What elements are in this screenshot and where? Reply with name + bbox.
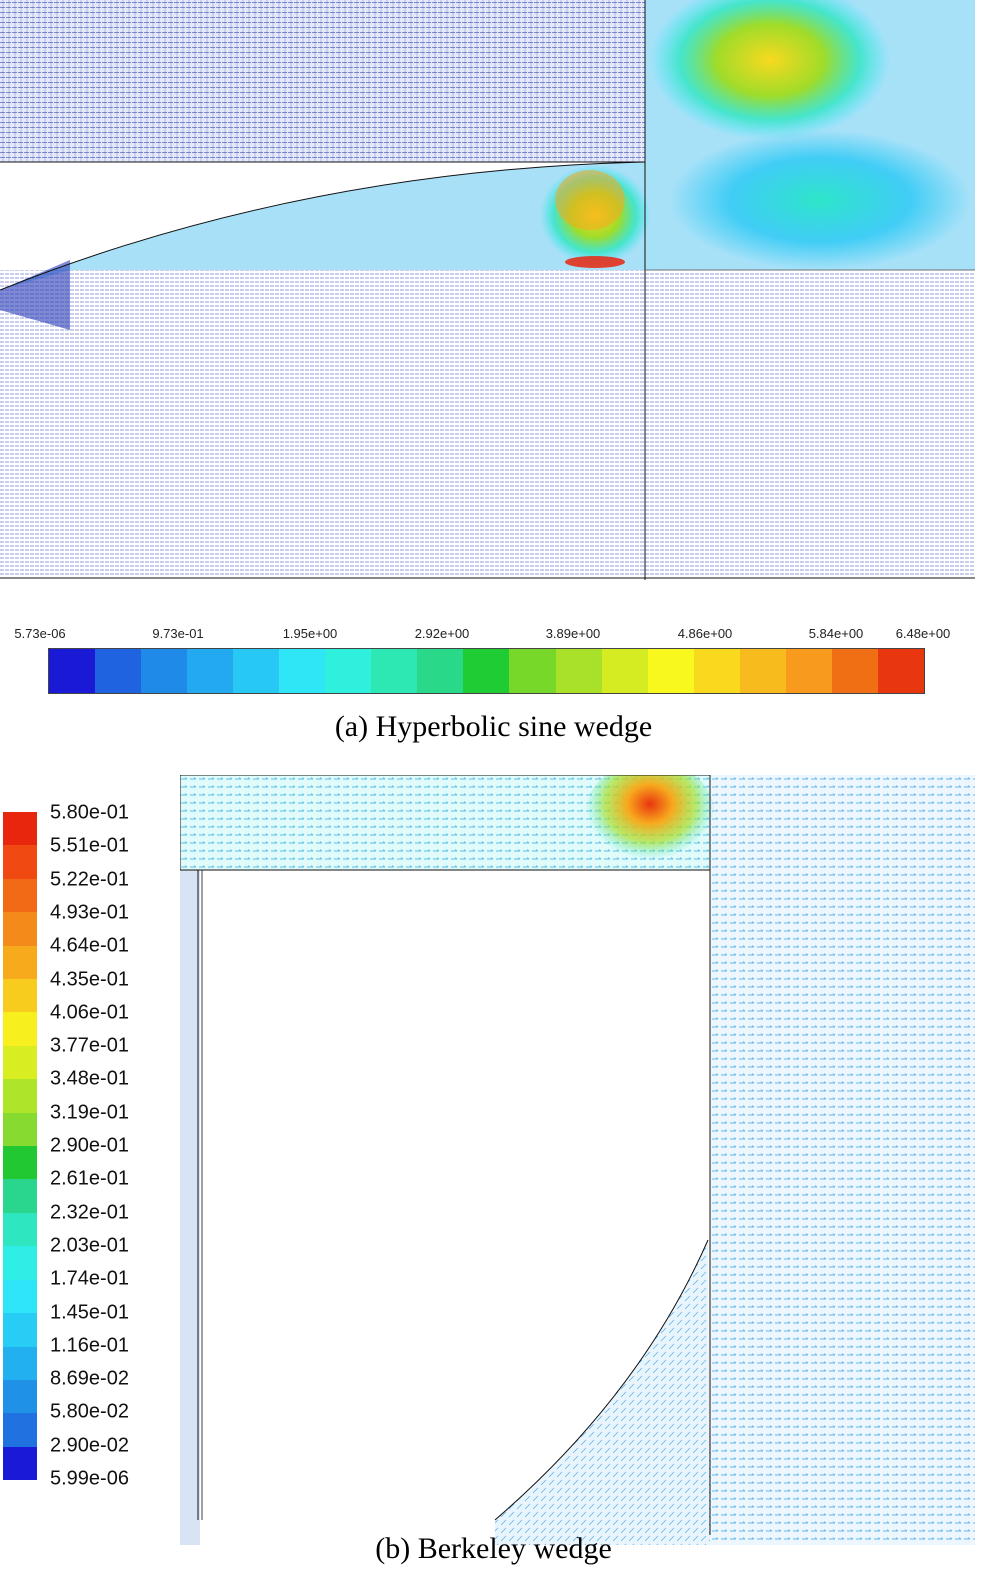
vector-field-panel-a: [0, 0, 975, 580]
colorbar-b-swatch: [3, 979, 37, 1013]
colorbar-b-tick: 5.22e-01: [50, 868, 129, 891]
vector-field-panel-b: [180, 775, 975, 1545]
colorbar-b-swatch: [3, 878, 37, 913]
colorbar-b-tick: 2.90e-01: [50, 1134, 129, 1157]
colorbar-a: [48, 648, 925, 694]
colorbar-b-swatch: [3, 1446, 37, 1481]
colorbar-b-tick: 5.99e-06: [50, 1467, 129, 1490]
colorbar-b-tick: 3.48e-01: [50, 1067, 129, 1090]
caption-a: (a) Hyperbolic sine wedge: [334, 710, 653, 743]
colorbar-a-tick: 9.73e-01: [152, 626, 204, 641]
colorbar-b-tick: 8.69e-02: [50, 1367, 129, 1390]
colorbar-b-swatch: [3, 1313, 37, 1347]
vector-field-b-svg: [180, 775, 975, 1545]
colorbar-b-tick: 3.19e-01: [50, 1101, 129, 1124]
colorbar-b-swatch: [3, 812, 37, 846]
colorbar-a-tick: 5.84e+00: [808, 626, 864, 641]
caption-b: (b) Berkeley wedge: [375, 1532, 612, 1565]
colorbar-b-swatch: [3, 1179, 37, 1213]
colorbar-a-tick: 3.89e+00: [545, 626, 601, 641]
colorbar-b-tick: 4.35e-01: [50, 968, 129, 990]
colorbar-b-tick: 3.77e-01: [50, 1034, 129, 1057]
colorbar-a-swatch: [785, 649, 832, 693]
colorbar-b-swatch: [3, 1112, 37, 1147]
colorbar-b-swatch: [3, 1246, 37, 1280]
colorbar-b-tick: 5.80e-02: [50, 1400, 129, 1423]
colorbar-a-swatch: [233, 649, 280, 693]
colorbar-b-tick: 1.74e-01: [50, 1267, 129, 1290]
colorbar-b-swatch: [3, 912, 37, 946]
colorbar-b-swatch: [3, 1212, 37, 1247]
colorbar-a-swatch: [463, 649, 510, 693]
colorbar-a-swatch: [371, 649, 418, 693]
colorbar-a-swatch: [141, 649, 188, 693]
colorbar-a-swatch: [601, 649, 648, 693]
colorbar-a-swatch: [877, 649, 924, 693]
colorbar-a-swatch: [325, 649, 372, 693]
colorbar-b-swatch: [3, 845, 37, 879]
colorbar-a-swatch: [95, 649, 142, 693]
colorbar-a-swatch: [279, 649, 326, 693]
colorbar-a-tick: 1.95e+00: [282, 626, 338, 641]
colorbar-a-swatch: [187, 649, 234, 693]
colorbar-b-tick: 2.32e-01: [50, 1201, 129, 1224]
colorbar-b-tick: 4.64e-01: [50, 934, 129, 957]
vector-field-a-svg: [0, 0, 975, 580]
colorbar-b-swatch: [3, 1279, 37, 1314]
colorbar-a-swatch: [831, 649, 878, 693]
colorbar-a-swatch: [647, 649, 694, 693]
colorbar-b-swatch: [3, 1346, 37, 1380]
colorbar-b-tick: 5.51e-01: [50, 834, 129, 857]
colorbar-a-tick: 6.48e+00: [895, 626, 951, 641]
colorbar-b-tick: 4.93e-01: [50, 901, 129, 924]
colorbar-b-tick: 1.45e-01: [50, 1301, 129, 1323]
colorbar-a-swatch: [417, 649, 464, 693]
colorbar-a-swatch: [693, 649, 740, 693]
colorbar-b-tick: 2.61e-01: [50, 1167, 129, 1190]
colorbar-b-swatch: [3, 1045, 37, 1080]
colorbar-b-tick: 2.90e-02: [50, 1434, 129, 1457]
colorbar-b-swatch: [3, 1379, 37, 1414]
colorbar-a-swatch: [739, 649, 786, 693]
colorbar-b-swatch: [3, 1413, 37, 1447]
colorbar-a-swatch: [555, 649, 602, 693]
colorbar-b-swatch: [3, 1146, 37, 1180]
colorbar-b-tick: 1.16e-01: [50, 1334, 129, 1357]
colorbar-b-swatch: [3, 945, 37, 980]
colorbar-a-swatch: [49, 649, 96, 693]
colorbar-a-swatch: [509, 649, 556, 693]
colorbar-b-swatch: [3, 1012, 37, 1046]
colorbar-b-tick: 5.80e-01: [50, 801, 129, 824]
colorbar-a-tick: 5.73e-06: [14, 626, 66, 641]
colorbar-b-tick: 2.03e-01: [50, 1234, 129, 1257]
colorbar-b: [3, 812, 37, 1481]
colorbar-b-swatch: [3, 1079, 37, 1113]
colorbar-b-tick: 4.06e-01: [50, 1001, 129, 1024]
colorbar-a-tick: 2.92e+00: [414, 626, 470, 641]
colorbar-a-tick: 4.86e+00: [677, 626, 733, 641]
